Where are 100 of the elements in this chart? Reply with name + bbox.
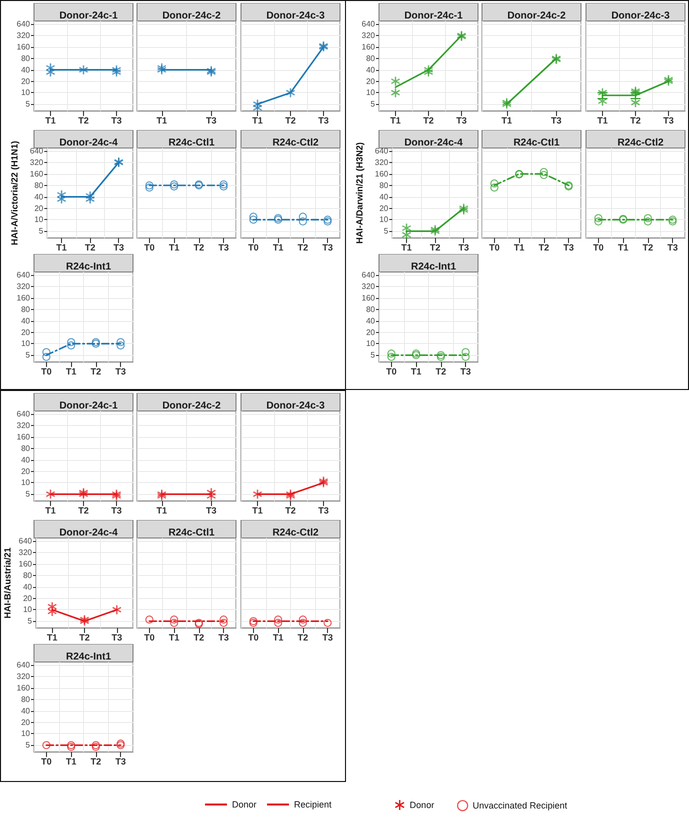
x-tick-label: T0 (386, 366, 397, 376)
x-tick-label: T1 (618, 242, 628, 252)
y-tick-label: 320 (362, 282, 376, 291)
x-tick-label: T2 (298, 242, 308, 252)
x-tick-label: T1 (252, 506, 263, 516)
legend-label: Unvaccinated Recipient (472, 800, 568, 811)
x-tick-label: T0 (248, 632, 259, 642)
x-tick-label: T1 (597, 116, 608, 126)
y-tick-label: 20 (366, 76, 376, 86)
y-tick-label: 320 (30, 158, 44, 167)
y-tick-label: 640 (374, 146, 389, 156)
y-tick-label: 40 (21, 455, 31, 464)
x-tick-label: T3 (115, 366, 126, 376)
y-tick-label: 5 (38, 226, 44, 236)
x-tick-label: T3 (667, 242, 678, 252)
y-tick-label: 10 (21, 729, 31, 738)
x-tick-label: T2 (630, 116, 641, 126)
chart-title: Donor-24c-2 (162, 10, 222, 22)
y-tick-label: 10 (21, 478, 31, 488)
y-tick-label: 640 (362, 20, 376, 29)
x-tick-label: T1 (56, 242, 67, 252)
legend-label: Recipient (294, 800, 332, 810)
y-tick-label: 20 (23, 594, 33, 603)
x-tick-label: T3 (218, 632, 229, 642)
y-tick-label: 160 (16, 42, 31, 52)
chart-title: Donor-24c-3 (266, 10, 326, 22)
x-tick-label: T1 (156, 116, 168, 126)
y-tick-label: 40 (21, 65, 31, 74)
x-tick-label: T3 (112, 632, 122, 642)
y-tick-label: 10 (366, 339, 376, 348)
x-tick-label: T2 (423, 116, 434, 126)
y-tick-label: 10 (21, 88, 31, 98)
y-tick-label: 5 (370, 350, 376, 360)
chart-title: Donor-24c-1 (59, 400, 118, 412)
x-tick-label: T3 (318, 116, 329, 126)
y-tick-label: 320 (362, 30, 376, 40)
y-tick-label: 160 (30, 169, 44, 178)
x-tick-label: T2 (84, 242, 96, 252)
y-tick-label: 320 (374, 158, 389, 167)
y-tick-label: 20 (366, 328, 376, 337)
y-tick-label: 160 (362, 42, 376, 52)
y-tick-label: 20 (379, 204, 389, 213)
x-tick-label: T3 (218, 242, 229, 252)
y-tick-label: 20 (21, 328, 31, 337)
x-tick-label: T3 (456, 116, 467, 126)
y-tick-label: 5 (26, 490, 31, 499)
y-tick-label: 160 (16, 432, 31, 442)
x-tick-label: T3 (206, 506, 217, 516)
x-tick-label: T2 (285, 116, 296, 126)
y-tick-label: 640 (30, 146, 44, 156)
x-tick-label: T2 (436, 366, 446, 376)
x-tick-label: T1 (501, 116, 512, 126)
x-tick-label: T2 (79, 632, 90, 642)
x-tick-label: T3 (458, 242, 469, 252)
y-tick-label: 20 (21, 718, 31, 727)
y-tick-label: 40 (366, 316, 376, 326)
y-tick-label: 80 (34, 180, 44, 190)
x-tick-label: T0 (144, 242, 155, 252)
y-tick-label: 20 (34, 204, 44, 213)
y-tick-label: 10 (379, 215, 389, 224)
y-tick-label: 40 (21, 706, 31, 716)
x-tick-label: T3 (550, 116, 562, 126)
y-tick-label: 5 (26, 740, 31, 750)
y-tick-label: 5 (28, 616, 33, 626)
x-tick-label: T2 (90, 756, 102, 766)
y-tick-label: 320 (18, 548, 33, 557)
chart-title: Donor-24c-2 (507, 10, 566, 22)
y-tick-label: 20 (21, 76, 31, 86)
x-tick-label: T3 (460, 366, 471, 376)
y-tick-label: 10 (23, 605, 33, 614)
y-tick-label: 160 (374, 169, 389, 178)
legend-label: Donor (232, 800, 257, 810)
x-tick-label: T0 (144, 632, 155, 642)
chart-title: Donor-24c-2 (162, 400, 222, 412)
x-tick-label: T2 (298, 632, 308, 642)
y-tick-label: 80 (379, 180, 389, 190)
x-tick-label: T1 (252, 116, 263, 126)
x-tick-label: T3 (663, 116, 674, 126)
y-tick-label: 80 (21, 694, 31, 704)
y-tick-label: 320 (16, 672, 31, 681)
y-axis-title: HAI-A/Victoria/22 (H1N1) (10, 140, 20, 246)
x-tick-label: T3 (113, 242, 124, 252)
chart-title: R24c-Ctl2 (617, 138, 664, 148)
y-tick-label: 640 (16, 270, 31, 280)
y-tick-label: 160 (18, 559, 33, 568)
y-tick-label: 10 (34, 215, 44, 224)
x-tick-label: T1 (272, 242, 284, 252)
y-tick-label: 320 (16, 282, 31, 291)
chart-title: Donor-24c-4 (404, 138, 464, 148)
x-tick-label: T1 (272, 632, 284, 642)
x-tick-label: T2 (538, 242, 550, 252)
chart-title: Donor-24c-1 (59, 10, 118, 22)
x-tick-label: T0 (489, 242, 500, 252)
y-tick-label: 10 (366, 88, 376, 98)
x-tick-label: T1 (45, 506, 56, 516)
y-tick-label: 640 (362, 270, 376, 280)
y-tick-label: 640 (16, 410, 31, 419)
chart-title: Donor-24c-3 (266, 400, 326, 412)
x-tick-label: T2 (194, 632, 204, 642)
y-tick-label: 80 (23, 570, 33, 580)
